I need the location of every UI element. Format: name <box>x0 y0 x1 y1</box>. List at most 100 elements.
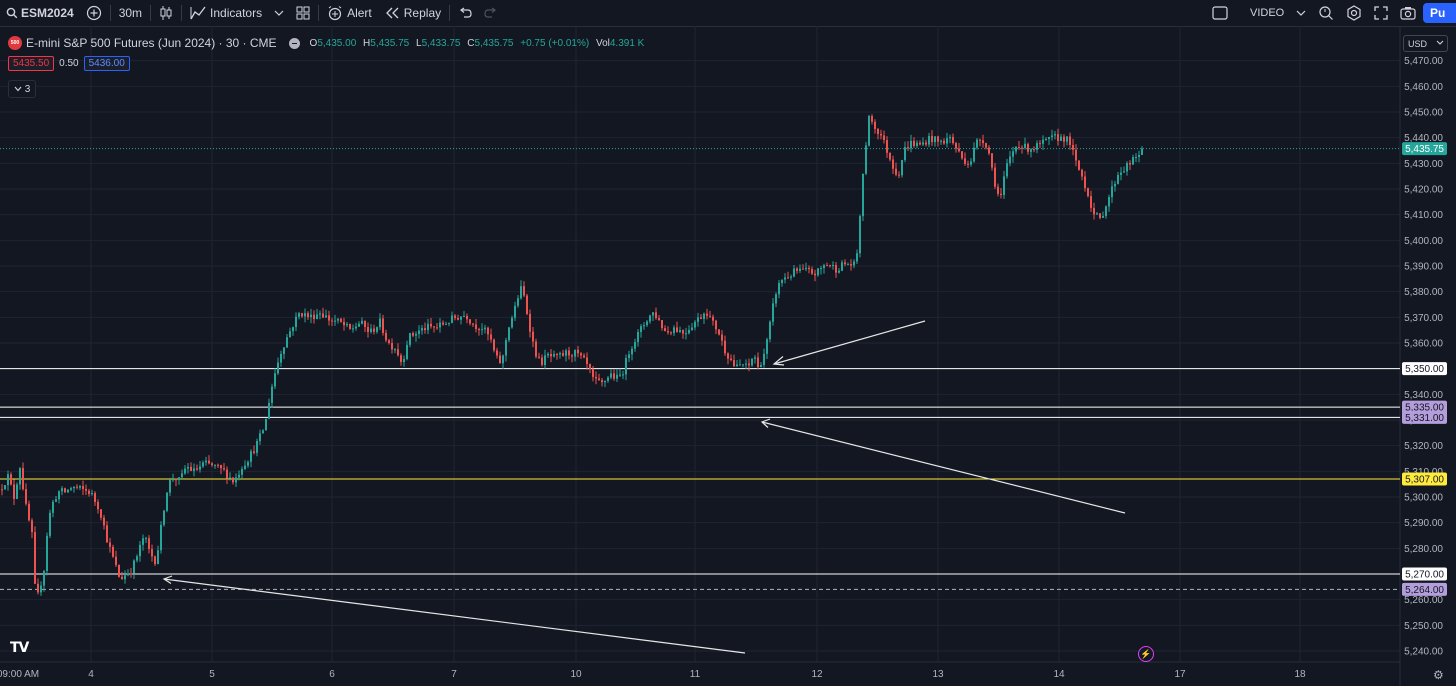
replay-button[interactable]: Replay <box>378 0 447 26</box>
buy-button[interactable]: 5436.00 <box>83 56 130 71</box>
candle-body <box>811 269 813 274</box>
chart-title[interactable]: E-mini S&P 500 Futures (Jun 2024) · 30 ·… <box>26 36 277 50</box>
candle-body <box>739 364 741 366</box>
indicators-dropdown[interactable] <box>268 0 290 26</box>
candle-body <box>199 466 201 470</box>
chart-grid <box>0 26 1400 662</box>
video-dropdown[interactable] <box>1290 0 1312 26</box>
quick-search-button[interactable] <box>1312 0 1340 26</box>
time-tick-label: 18 <box>1294 669 1306 680</box>
candle-body <box>82 486 84 489</box>
search-icon <box>6 7 18 19</box>
candle-body <box>979 139 981 141</box>
candle-body <box>937 136 939 142</box>
candle-body <box>484 327 486 330</box>
candle-body <box>637 331 639 342</box>
candle-body <box>1126 163 1128 172</box>
interval-button[interactable]: 30m <box>113 0 148 26</box>
candle-body <box>694 321 696 328</box>
layouts-button[interactable] <box>290 0 316 26</box>
price-tick-label: 5,240.00 <box>1404 647 1443 658</box>
arrow-line[interactable] <box>163 578 746 654</box>
arrow-line[interactable] <box>761 421 1126 514</box>
candle-body <box>46 535 48 571</box>
chevron-down-icon <box>14 86 22 92</box>
settings-button[interactable] <box>1340 0 1368 26</box>
lightning-icon[interactable]: ⚡ <box>1138 646 1154 662</box>
candle-body <box>136 556 138 561</box>
chart-type-button[interactable] <box>153 0 179 26</box>
candle-body <box>37 583 39 593</box>
price-tick-label: 5,380.00 <box>1404 287 1443 298</box>
candle-body <box>301 313 303 317</box>
time-tick-label: 12 <box>811 669 823 680</box>
candle-body <box>670 332 672 334</box>
tradingview-logo[interactable]: TV <box>10 640 29 656</box>
arrow-head <box>772 356 785 366</box>
redo-button[interactable] <box>478 0 504 26</box>
candle-body <box>1021 147 1023 149</box>
axis-settings-icon[interactable]: ⚙ <box>1433 668 1444 682</box>
candle-body <box>886 139 888 153</box>
candle-body <box>442 322 444 325</box>
arrow-line[interactable] <box>773 320 926 365</box>
candle-body <box>853 261 855 266</box>
candle-body <box>952 136 954 144</box>
candle-body <box>94 493 96 502</box>
fullscreen-toggle[interactable] <box>1206 0 1234 26</box>
undo-button[interactable] <box>452 0 478 26</box>
indicators-collapse-button[interactable]: 3 <box>8 80 36 98</box>
snapshot-button[interactable] <box>1394 0 1422 26</box>
candle-body <box>511 317 513 328</box>
compare-button[interactable] <box>80 0 108 26</box>
arrow-head <box>162 575 173 585</box>
candle-body <box>583 355 585 358</box>
candle-body <box>769 321 771 340</box>
time-axis[interactable]: 09:00 AM 4 5 6 7 10 11 12 13 14 17 18 <box>0 661 1400 680</box>
candle-body <box>91 493 93 495</box>
candle-body <box>472 323 474 325</box>
candle-body <box>1003 176 1005 195</box>
candle-body <box>430 323 432 327</box>
candle-body <box>757 357 759 368</box>
candle-body <box>868 115 870 146</box>
candle-body <box>1075 149 1077 161</box>
candle-body <box>13 484 15 499</box>
candle-body <box>31 520 33 533</box>
currency-select[interactable]: USD <box>1403 35 1448 52</box>
candle-body <box>520 286 522 299</box>
candle-body <box>223 468 225 470</box>
sell-button[interactable]: 5435.50 <box>8 56 55 71</box>
video-button[interactable]: VIDEO <box>1244 0 1290 26</box>
alert-button[interactable]: Alert <box>321 0 378 26</box>
publish-button[interactable]: Pu <box>1423 3 1456 23</box>
candle-body <box>925 142 927 145</box>
candle-body <box>259 433 261 442</box>
price-tick-label: 5,290.00 <box>1404 518 1443 529</box>
candle-body <box>751 358 753 366</box>
candle-body <box>415 333 417 336</box>
redo-icon <box>484 7 497 18</box>
time-tick-label: 4 <box>88 669 94 680</box>
indicators-button[interactable]: Indicators <box>184 0 268 26</box>
hide-series-icon[interactable] <box>288 37 300 49</box>
maximize-button[interactable] <box>1368 0 1394 26</box>
symbol-search[interactable]: ESM2024 <box>0 0 80 26</box>
candle-body <box>373 328 375 332</box>
candle-body <box>667 331 669 333</box>
price-chart[interactable]: 5,240.00 5,250.00 5,260.00 5,270.00 5,280.00… <box>0 26 1456 686</box>
price-line-badge <box>1402 582 1447 596</box>
horizontal-lines[interactable] <box>0 368 1400 590</box>
candle-body <box>133 560 135 574</box>
candle-body <box>1042 139 1044 144</box>
candle-body <box>535 341 537 357</box>
candle-body <box>163 510 165 525</box>
candle-body <box>541 357 543 365</box>
candle-body <box>613 373 615 379</box>
annotation-arrows[interactable] <box>162 320 1126 654</box>
candle-body <box>796 268 798 271</box>
candle-body <box>304 313 306 317</box>
price-tick-label: 5,410.00 <box>1404 210 1443 221</box>
candle-body <box>760 364 762 368</box>
candle-body <box>439 322 441 328</box>
